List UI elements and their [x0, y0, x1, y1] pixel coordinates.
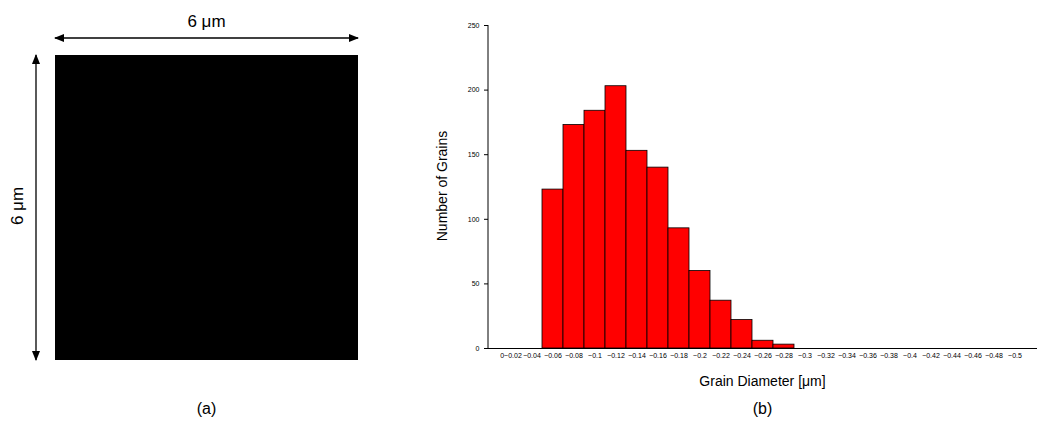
svg-text:~0.44: ~0.44 — [943, 352, 961, 359]
svg-text:~0.14: ~0.14 — [628, 352, 646, 359]
svg-text:~0.4: ~0.4 — [903, 352, 917, 359]
svg-text:~0.3: ~0.3 — [798, 352, 812, 359]
svg-text:~0.04: ~0.04 — [523, 352, 541, 359]
html-text:(b): (b) — [752, 400, 773, 417]
svg-text:~0.5: ~0.5 — [1008, 352, 1022, 359]
html-text:(a): (a) — [196, 400, 217, 417]
svg-text:0: 0 — [476, 345, 480, 352]
svg-text:~0.2: ~0.2 — [693, 352, 707, 359]
svg-text:50: 50 — [472, 280, 480, 287]
svg-text:~0.26: ~0.26 — [754, 352, 772, 359]
svg-text:~0.18: ~0.18 — [670, 352, 688, 359]
svg-text:~0.22: ~0.22 — [712, 352, 730, 359]
html-text:6 μm: 6 μm — [8, 186, 27, 226]
svg-text:~0.32: ~0.32 — [817, 352, 835, 359]
html-text:Number of Grains: Number of Grains — [434, 130, 450, 241]
html-text:6 μm: 6 μm — [187, 12, 226, 31]
svg-text:~0.36: ~0.36 — [859, 352, 877, 359]
svg-text:250: 250 — [468, 22, 480, 29]
svg-text:~0.16: ~0.16 — [649, 352, 667, 359]
svg-text:150: 150 — [468, 151, 480, 158]
svg-text:~0.42: ~0.42 — [922, 352, 940, 359]
svg-text:~0.06: ~0.06 — [544, 352, 562, 359]
svg-text:~0.46: ~0.46 — [964, 352, 982, 359]
svg-text:100: 100 — [468, 216, 480, 223]
svg-text:~0.34: ~0.34 — [838, 352, 856, 359]
html-text:Grain Diameter [μm]: Grain Diameter [μm] — [699, 373, 826, 389]
svg-text:200: 200 — [468, 86, 480, 93]
svg-text:~0.1: ~0.1 — [588, 352, 602, 359]
svg-text:~0.48: ~0.48 — [985, 352, 1003, 359]
svg-text:~0.38: ~0.38 — [880, 352, 898, 359]
svg-text:~0.28: ~0.28 — [775, 352, 793, 359]
svg-text:0~0.02: 0~0.02 — [500, 352, 522, 359]
svg-text:~0.24: ~0.24 — [733, 352, 751, 359]
svg-text:~0.08: ~0.08 — [565, 352, 583, 359]
svg-text:~0.12: ~0.12 — [607, 352, 625, 359]
